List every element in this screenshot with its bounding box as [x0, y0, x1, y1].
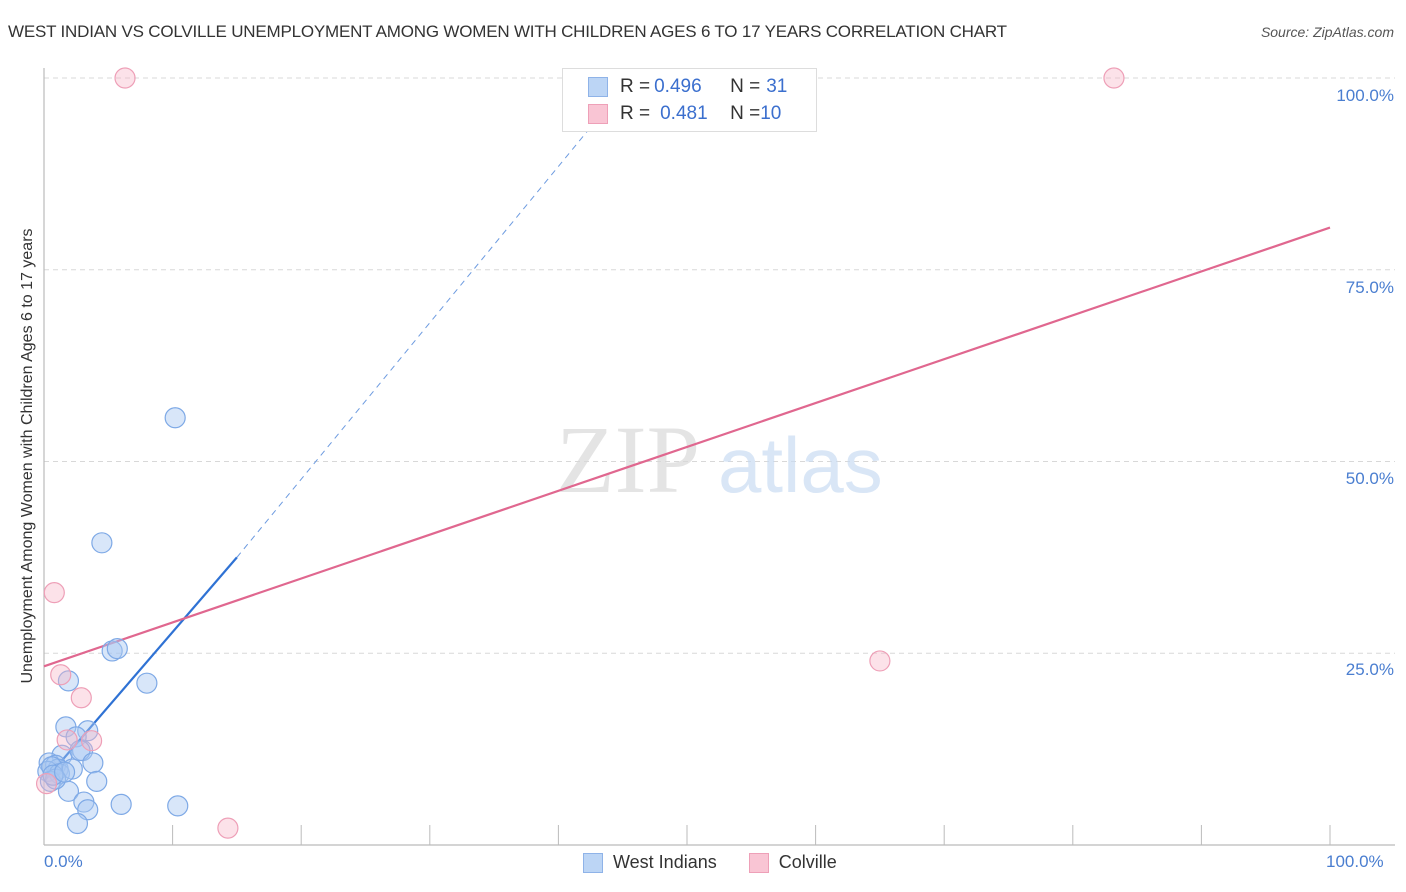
- legend-west-indians: West Indians: [613, 852, 717, 872]
- legend-row-colville: R = 0.481 N = 10: [588, 102, 781, 126]
- west-indians-point: [136, 672, 158, 694]
- west-indians-swatch-icon: [583, 852, 603, 873]
- colville-point: [869, 650, 891, 672]
- watermark-atlas: atlas: [718, 421, 883, 509]
- colville-point: [80, 730, 103, 752]
- colville-point: [70, 687, 92, 709]
- west-indians-point: [82, 752, 104, 774]
- colville-point: [114, 67, 136, 89]
- colville-swatch-icon: [748, 852, 769, 873]
- n-value: 31: [766, 76, 788, 97]
- r-value: 0.496: [654, 76, 702, 97]
- x-tick-100: 100.0%: [1326, 852, 1384, 871]
- colville-point: [56, 729, 78, 751]
- x-tick-0: 0.0%: [44, 852, 83, 871]
- n-value: 10: [760, 103, 782, 124]
- west-indians-point: [86, 770, 108, 792]
- chart-title: WEST INDIAN VS COLVILLE UNEMPLOYMENT AMO…: [8, 22, 1007, 41]
- y-tick-75: 75.0%: [1345, 278, 1394, 297]
- source-label: Source: ZipAtlas.com: [1260, 24, 1394, 40]
- n-label: N =: [730, 76, 761, 97]
- blue-swatch-icon: [588, 77, 608, 97]
- west-indians-point: [91, 532, 113, 554]
- west-indians-point: [53, 761, 76, 783]
- correlation-legend: R = 0.496 N = 31 R = 0.481 N = 10: [562, 68, 817, 132]
- r-value: 0.481: [660, 103, 708, 124]
- colville-trendline: [43, 226, 1331, 668]
- r-label: R =: [620, 76, 651, 97]
- data-points: [35, 67, 1125, 839]
- colville-point: [217, 817, 239, 839]
- colville-point: [1103, 67, 1125, 89]
- colville-point: [50, 664, 72, 686]
- west-indians-point: [110, 793, 132, 815]
- y-axis-label: Unemployment Among Women with Children A…: [19, 228, 36, 684]
- axes: [43, 68, 1395, 846]
- colville-point: [43, 582, 65, 604]
- west-indians-point: [164, 407, 186, 429]
- watermark-zip: ZIP: [556, 406, 700, 513]
- west-indians-trendline-extension: [236, 116, 600, 558]
- legend-colville: Colville: [778, 852, 837, 872]
- y-tick-25: 25.0%: [1345, 660, 1394, 679]
- series-legend: West Indians Colville: [583, 852, 837, 873]
- west-indians-point: [167, 795, 189, 817]
- west-indians-point: [66, 812, 89, 835]
- west-indians-point: [106, 638, 128, 660]
- y-tick-100: 100.0%: [1336, 86, 1394, 105]
- pink-swatch-icon: [588, 104, 608, 124]
- legend-row-west-indians: R = 0.496 N = 31: [588, 75, 787, 99]
- gridlines: [44, 77, 1395, 654]
- y-tick-50: 50.0%: [1345, 469, 1394, 488]
- colville-point: [35, 773, 58, 795]
- n-label: N =: [730, 103, 761, 124]
- r-label: R =: [620, 103, 651, 124]
